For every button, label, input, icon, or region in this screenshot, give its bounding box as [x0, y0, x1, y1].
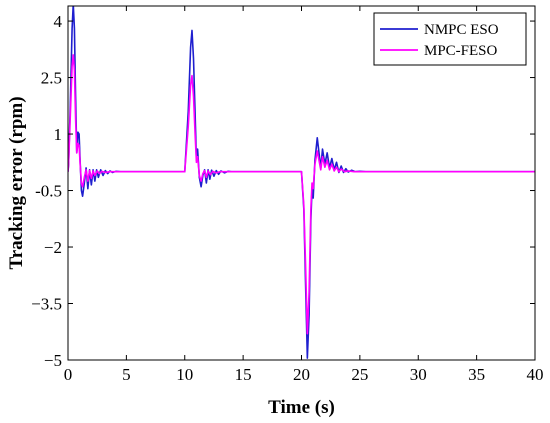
x-tick-label: 0	[64, 365, 73, 384]
legend-box	[373, 12, 527, 66]
y-tick-label: −5	[44, 351, 62, 370]
x-tick-label: 25	[351, 365, 368, 384]
y-tick-label: 1	[54, 125, 63, 144]
x-axis-title: Time (s)	[268, 397, 335, 418]
plot-area	[68, 6, 535, 359]
y-tick-label: 2.5	[41, 69, 62, 88]
legend: NMPC ESO MPC-FESO	[373, 12, 527, 66]
x-tick-label: 40	[527, 365, 544, 384]
y-axis-title: Tracking error (rpm)	[6, 96, 27, 269]
legend-label: NMPC ESO	[424, 22, 499, 38]
y-tick-label: −3.5	[31, 295, 62, 314]
x-tick-label: 10	[176, 365, 193, 384]
y-tick-label: -0.5	[35, 182, 62, 201]
y-tick-label: 4	[54, 12, 63, 31]
legend-label: MPC-FESO	[424, 43, 498, 59]
series-line-mpc-feso	[68, 54, 535, 335]
x-tick-label: 5	[122, 365, 131, 384]
x-tick-label: 20	[293, 365, 310, 384]
x-tick-label: 30	[410, 365, 427, 384]
x-tick-label: 15	[235, 365, 252, 384]
y-tick-label: −2	[44, 238, 62, 257]
axes: 0 5 10 15 20 25 30 35 40 −5 −3.5 −2 -0.5 1 2.5 4 Time (s…	[6, 5, 544, 418]
x-tick-label: 35	[468, 365, 485, 384]
